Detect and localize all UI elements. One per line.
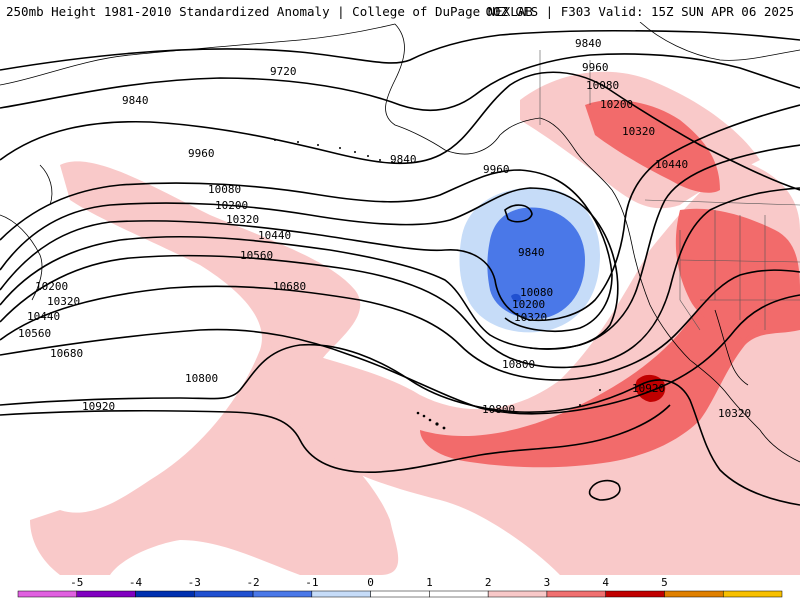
colorbar-segment <box>606 591 665 597</box>
contour-label: 10560 <box>240 249 273 262</box>
colorbar-tick-label: 3 <box>544 576 551 589</box>
contour-label: 9840 <box>518 246 545 259</box>
contour-label: 9840 <box>390 153 417 166</box>
contour-label: 10920 <box>632 382 665 395</box>
colorbar-tick-label: 1 <box>426 576 433 589</box>
contour-label: 10200 <box>600 98 633 111</box>
colorbar-tick-label: 2 <box>485 576 492 589</box>
contour-label: 10800 <box>185 372 218 385</box>
colorbar-segments <box>18 591 782 597</box>
contour-label: 10200 <box>512 298 545 311</box>
contour-label: 10080 <box>208 183 241 196</box>
contour-label: 10440 <box>258 229 291 242</box>
contour-label: 10440 <box>27 310 60 323</box>
colorbar-tick-label: -3 <box>188 576 201 589</box>
contour-label: 10800 <box>502 358 535 371</box>
model-run-info: 00Z GFS | F303 Valid: 15Z SUN APR 06 202… <box>485 4 794 19</box>
contour-label: 10320 <box>718 407 751 420</box>
colorbar-segment <box>136 591 195 597</box>
contour-label: 10080 <box>586 79 619 92</box>
colorbar-segment <box>18 591 77 597</box>
contour-label: 10560 <box>18 327 51 340</box>
colorbar-segment <box>312 591 371 597</box>
contour-label: 9840 <box>575 37 602 50</box>
colorbar-tick-label: -2 <box>246 576 259 589</box>
anomaly-colorbar: -5 -4 -3 -2 -1 0 1 2 3 4 5 <box>0 575 800 600</box>
anomaly-map: 9720 9840 9840 9840 9960 9960 9960 10080… <box>0 22 800 575</box>
colorbar-segment <box>77 591 136 597</box>
contour-label: 10680 <box>50 347 83 360</box>
colorbar-segment <box>547 591 606 597</box>
map-header: 250mb Height 1981-2010 Standardized Anom… <box>0 0 800 22</box>
colorbar-segment <box>488 591 547 597</box>
colorbar-segment <box>723 591 782 597</box>
colorbar-segment <box>253 591 312 597</box>
contour-label: 10200 <box>35 280 68 293</box>
contour-label: 10320 <box>622 125 655 138</box>
contour-label: 10320 <box>514 311 547 324</box>
colorbar-tick-label: 4 <box>602 576 609 589</box>
colorbar-tick-label: 0 <box>367 576 374 589</box>
colorbar-segment <box>371 591 430 597</box>
contour-label: 10200 <box>215 199 248 212</box>
colorbar-tick-label: -1 <box>305 576 318 589</box>
contour-label: 9960 <box>483 163 510 176</box>
colorbar-segment <box>194 591 253 597</box>
contour-label: 9720 <box>270 65 297 78</box>
contour-label: 9960 <box>582 61 609 74</box>
map-title: 250mb Height 1981-2010 Standardized Anom… <box>6 4 533 19</box>
contour-label: 10800 <box>482 403 515 416</box>
colorbar-tick-label: -4 <box>129 576 143 589</box>
colorbar-segment <box>429 591 488 597</box>
contour-label: 9960 <box>188 147 215 160</box>
contour-label: 10320 <box>47 295 80 308</box>
contour-label: 10320 <box>226 213 259 226</box>
contour-label: 10920 <box>82 400 115 413</box>
colorbar-tick-label: 5 <box>661 576 668 589</box>
colorbar-tick-label: -5 <box>70 576 83 589</box>
contour-label: 10440 <box>655 158 688 171</box>
colorbar-segment <box>664 591 723 597</box>
contour-label: 9840 <box>122 94 149 107</box>
contour-label: 10680 <box>273 280 306 293</box>
